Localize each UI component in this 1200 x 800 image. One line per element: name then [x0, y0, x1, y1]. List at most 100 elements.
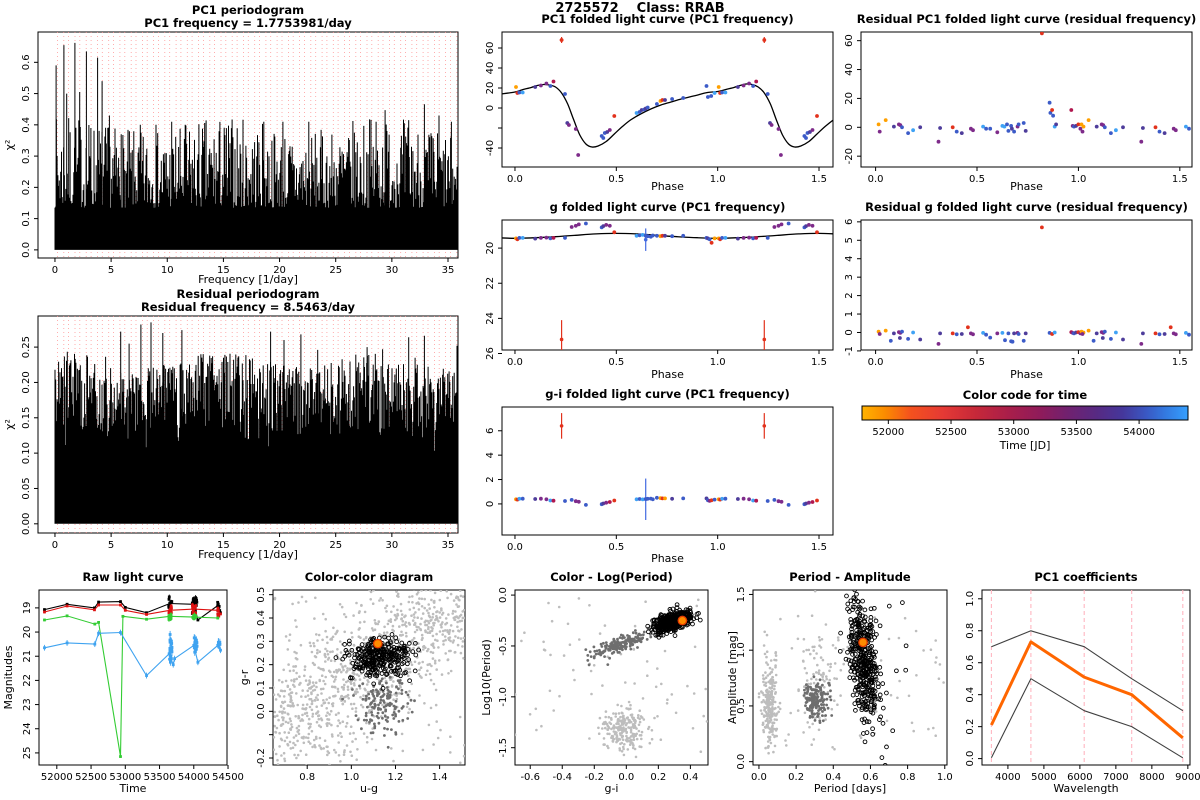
sample-point — [361, 682, 365, 686]
sample-point — [334, 686, 337, 689]
sample-point — [455, 577, 458, 580]
sample-point — [340, 605, 344, 609]
sample-point — [368, 709, 371, 712]
sample-point — [368, 720, 371, 724]
sample-point — [341, 720, 345, 723]
sample-point — [300, 736, 304, 739]
sample-point — [771, 733, 774, 736]
data-point — [192, 616, 195, 620]
sample-point — [804, 696, 808, 700]
sample-point — [601, 727, 604, 730]
data-point — [517, 236, 522, 240]
data-point — [601, 136, 606, 140]
data-point — [612, 230, 617, 235]
sample-point-ring — [870, 660, 875, 666]
sample-point — [463, 743, 465, 747]
sample-point — [763, 630, 766, 634]
sample-point — [309, 742, 312, 745]
sample-point-ring — [903, 667, 909, 673]
sample-point — [814, 705, 818, 709]
sample-point — [598, 716, 602, 720]
panel-title: PC1 folded light curve (PC1 frequency) — [541, 12, 793, 26]
data-point — [192, 605, 196, 608]
sample-point — [763, 652, 767, 656]
sample-point — [322, 702, 326, 705]
data-point — [877, 332, 882, 336]
sample-point — [341, 666, 345, 669]
sample-point — [444, 622, 447, 626]
data-point — [765, 92, 770, 96]
data-point — [936, 139, 941, 144]
sample-point — [611, 735, 615, 738]
sample-point — [408, 667, 412, 671]
sample-point-ring — [367, 650, 373, 656]
sample-point — [372, 694, 376, 698]
sample-point-ring — [864, 666, 869, 672]
sample-point — [328, 722, 331, 725]
x-tick-label: 1.5 — [811, 357, 827, 368]
sample-point — [295, 651, 298, 655]
sample-point — [590, 692, 593, 696]
sample-point — [666, 698, 669, 701]
sample-point-ring — [855, 599, 861, 605]
sample-point — [617, 725, 620, 729]
sample-point — [648, 741, 652, 745]
data-point — [984, 332, 988, 337]
sample-point — [699, 750, 703, 753]
y-tick-label: 2 — [844, 292, 855, 298]
sample-point — [427, 603, 431, 606]
x-tick-label: 1.0 — [710, 357, 726, 368]
panel-title: Residual periodogram — [177, 287, 320, 301]
sample-point — [309, 675, 312, 679]
sample-point — [604, 715, 607, 719]
sample-point — [431, 657, 435, 660]
sample-point — [446, 596, 449, 600]
sample-point — [836, 636, 840, 639]
sample-point-ring — [389, 632, 395, 637]
sample-point — [635, 737, 639, 741]
sample-point — [355, 673, 359, 676]
object-class-label: Class: RRAB — [636, 1, 725, 16]
sample-point — [280, 754, 283, 757]
sample-point — [810, 677, 813, 681]
sample-point-ring — [388, 663, 393, 668]
data-point — [551, 236, 556, 240]
sample-point — [889, 693, 893, 697]
sample-point — [436, 581, 439, 584]
sample-point — [435, 614, 438, 618]
sample-point — [650, 737, 654, 741]
y-tick-label: 21 — [22, 650, 33, 663]
sample-point — [610, 727, 613, 731]
sample-point-ring — [894, 668, 899, 674]
data-point — [954, 332, 959, 337]
x-tick-label: 1.5 — [1172, 174, 1188, 185]
sample-point — [313, 743, 316, 747]
sample-point-ring — [356, 665, 361, 671]
sample-point — [430, 586, 433, 589]
sample-point-ring — [852, 651, 858, 657]
y-tick-label: 22 — [22, 674, 33, 687]
data-point — [888, 338, 893, 343]
sample-point — [296, 739, 299, 743]
sample-point — [842, 648, 845, 651]
sample-point — [325, 698, 329, 701]
sample-point — [540, 724, 543, 728]
x-axis-label: Phase — [651, 368, 684, 381]
sample-point-ring — [866, 719, 872, 725]
sample-point — [430, 626, 433, 629]
sample-point — [311, 661, 315, 665]
sample-point — [604, 710, 608, 713]
sample-point — [765, 633, 769, 637]
sample-point — [435, 632, 438, 636]
sample-point — [320, 747, 323, 751]
sample-point — [589, 669, 593, 673]
sample-point-ring — [396, 655, 401, 661]
sample-point — [757, 695, 761, 699]
sample-point — [404, 631, 408, 635]
sample-point — [633, 624, 637, 628]
sample-point — [410, 682, 414, 686]
sample-point — [825, 677, 828, 681]
sample-point — [640, 737, 643, 741]
sample-point — [815, 692, 819, 696]
sample-point — [420, 597, 424, 601]
